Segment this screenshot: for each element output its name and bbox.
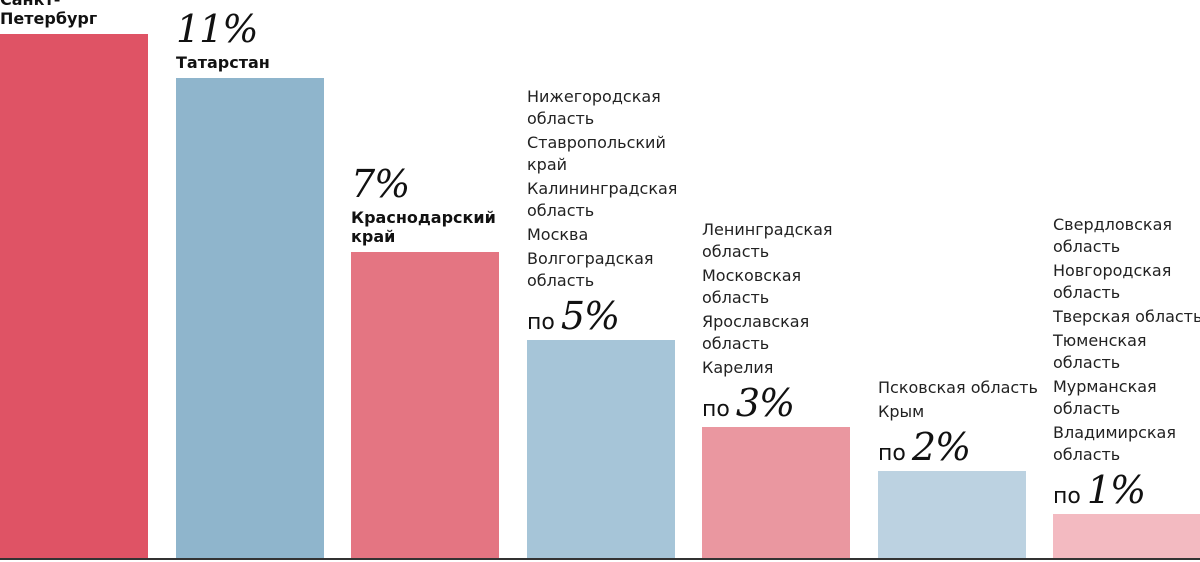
- x-axis-baseline: [0, 558, 1200, 560]
- value-number: 1%: [1086, 468, 1146, 512]
- value-label: по 5%: [527, 294, 620, 343]
- category-label: Карелия: [702, 358, 774, 377]
- category-label: Мурманская область: [1053, 377, 1157, 418]
- category-label: Владимирская область: [1053, 423, 1176, 464]
- category-label: Тверская область: [1053, 307, 1200, 326]
- category-label-list: Нижегородская область Ставропольский край…: [527, 86, 687, 294]
- bar-5: [702, 427, 850, 558]
- value-prefix: по: [527, 310, 555, 335]
- value-number: 2%: [911, 425, 971, 469]
- category-label: Краснодарский край: [351, 208, 496, 246]
- bar-7: [1053, 514, 1200, 558]
- category-label: Ставропольский край: [527, 133, 666, 174]
- category-label: Ленинградская область: [702, 220, 833, 261]
- category-label: Псковская область: [878, 378, 1038, 397]
- bar-1: [0, 34, 148, 558]
- category-label: Тюменская область: [1053, 331, 1147, 372]
- category-label-list: Свердловская область Новгородская область…: [1053, 214, 1200, 468]
- value-label: 11%: [176, 7, 258, 51]
- value-number: 11%: [176, 7, 258, 51]
- category-label: Санкт-Петербург: [0, 0, 98, 28]
- value-label: 7%: [351, 162, 410, 206]
- category-label: Волгоградская область: [527, 249, 654, 290]
- value-label: по 3%: [702, 381, 795, 430]
- category-label: Калининградская область: [527, 179, 678, 220]
- value-prefix: по: [878, 441, 906, 466]
- category-label: Татарстан: [176, 53, 270, 72]
- category-label: Ярославская область: [702, 312, 810, 353]
- value-number: 3%: [735, 381, 795, 425]
- value-prefix: по: [1053, 484, 1081, 509]
- bar-6: [878, 471, 1026, 558]
- category-label: Новгородская область: [1053, 261, 1172, 302]
- value-label: по 1%: [1053, 468, 1146, 517]
- value-prefix: по: [702, 397, 730, 422]
- category-label: Крым: [878, 402, 925, 421]
- bar-4: [527, 340, 675, 558]
- category-label: Свердловская область: [1053, 215, 1172, 256]
- bar-3: [351, 252, 499, 558]
- bar-2: [176, 78, 324, 558]
- value-number: 7%: [351, 162, 410, 206]
- category-label: Москва: [527, 225, 589, 244]
- category-label: Московская область: [702, 266, 802, 307]
- category-label: Нижегородская область: [527, 87, 661, 128]
- value-number: 5%: [560, 294, 620, 338]
- category-label-list: Псковская область Крым: [878, 377, 1038, 425]
- value-label: по 2%: [878, 425, 971, 474]
- category-label-list: Ленинградская область Московская область Я…: [702, 219, 862, 381]
